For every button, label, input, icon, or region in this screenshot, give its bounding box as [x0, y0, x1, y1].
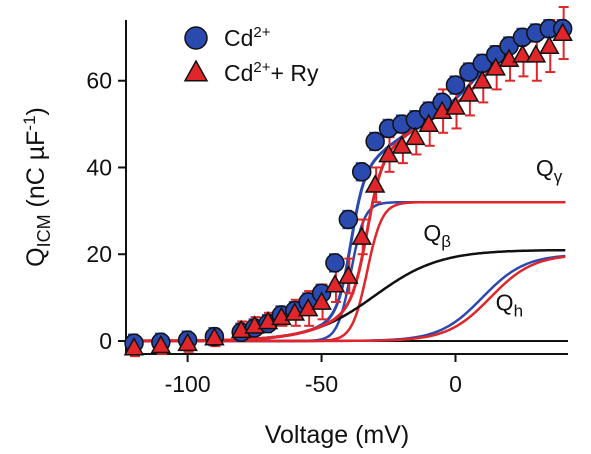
y-axis-title: QICM (nC µF-1): [20, 107, 54, 267]
data-point-cd-ry: [512, 44, 533, 63]
data-point-cd-ry: [351, 226, 373, 245]
legend-label-cd-ry-sup: 2+: [253, 59, 270, 76]
data-point-cd-ry: [538, 35, 560, 54]
data-point-cd-ry: [338, 265, 359, 284]
data-point-cd-ry: [177, 332, 198, 352]
data-point-cd: [445, 75, 466, 95]
curve-label-Q-beta: Qβ: [423, 220, 451, 251]
axes: -100 -50 0 0 20 40 60: [86, 20, 568, 397]
data-point-cd-ry: [445, 96, 466, 115]
curve-label-sub: h: [514, 302, 523, 321]
y-tick-label: 20: [86, 241, 112, 267]
y-axis-title-sub: ICM: [34, 214, 54, 247]
y-axis-title-units-close: ): [22, 107, 50, 115]
legend-marker-circle: [184, 26, 208, 50]
y-axis-title-main: Q: [22, 247, 50, 266]
data-point-cd-ry: [458, 83, 480, 102]
data-point-cd: [351, 162, 372, 182]
curve-label-Q-gamma: Qγ: [536, 155, 563, 186]
legend-label-cd: Cd2+: [224, 24, 271, 51]
x-ticks: -100 -50 0: [165, 354, 462, 397]
curve-label-base: Q: [423, 220, 441, 246]
legend-entry-cd: Cd2+: [184, 24, 271, 51]
data-point-cd-ry: [405, 126, 426, 146]
y-axis-title-units: (nC µF: [22, 131, 50, 215]
data-point-cd-ry: [150, 334, 172, 354]
curve-label-base: Q: [536, 155, 554, 181]
curve-label-sub: β: [441, 232, 451, 251]
x-tick-label: -50: [305, 371, 338, 397]
legend-label-cd-base: Cd: [224, 25, 253, 51]
legend-label-cd-ry-base: Cd: [224, 60, 253, 86]
legend-label-cd-ry-after: + Ry: [271, 60, 319, 86]
y-tick-label: 0: [99, 328, 112, 354]
data-point-cd-ry: [123, 336, 145, 356]
legend-label-cd-ry: Cd2++ Ry: [224, 59, 319, 86]
y-tick-label: 60: [86, 68, 112, 94]
data-point-cd-ry: [552, 22, 573, 41]
curve-label-sub: γ: [554, 167, 563, 186]
legend: Cd2+ Cd2++ Ry: [183, 24, 319, 86]
x-tick-label: 0: [449, 371, 462, 397]
data-point-cd: [338, 209, 359, 230]
data-point-cd: [325, 253, 345, 273]
data-point-cd-ry: [472, 70, 493, 89]
data-point-cd-ry: [364, 174, 386, 193]
y-axis-title-units-sup: -1: [20, 115, 39, 130]
y-ticks: 0 20 40 60: [86, 68, 126, 354]
curve-label-base: Q: [496, 290, 514, 316]
data-markers: [123, 18, 573, 356]
curve-label-Q-h: Qh: [496, 290, 523, 321]
legend-label-cd-sup: 2+: [253, 24, 270, 41]
data-point-cd: [365, 131, 385, 152]
data-point-cd-ry: [204, 326, 225, 346]
data-point-cd-ry: [418, 113, 439, 133]
y-tick-label: 40: [86, 154, 112, 180]
legend-entry-cd-ry: Cd2++ Ry: [183, 59, 319, 86]
x-tick-label: -100: [165, 371, 211, 397]
data-point-cd-ry: [311, 291, 332, 310]
x-axis-title: Voltage (mV): [265, 421, 410, 449]
fit-curves: [128, 24, 566, 343]
legend-marker-triangle: [183, 59, 209, 82]
